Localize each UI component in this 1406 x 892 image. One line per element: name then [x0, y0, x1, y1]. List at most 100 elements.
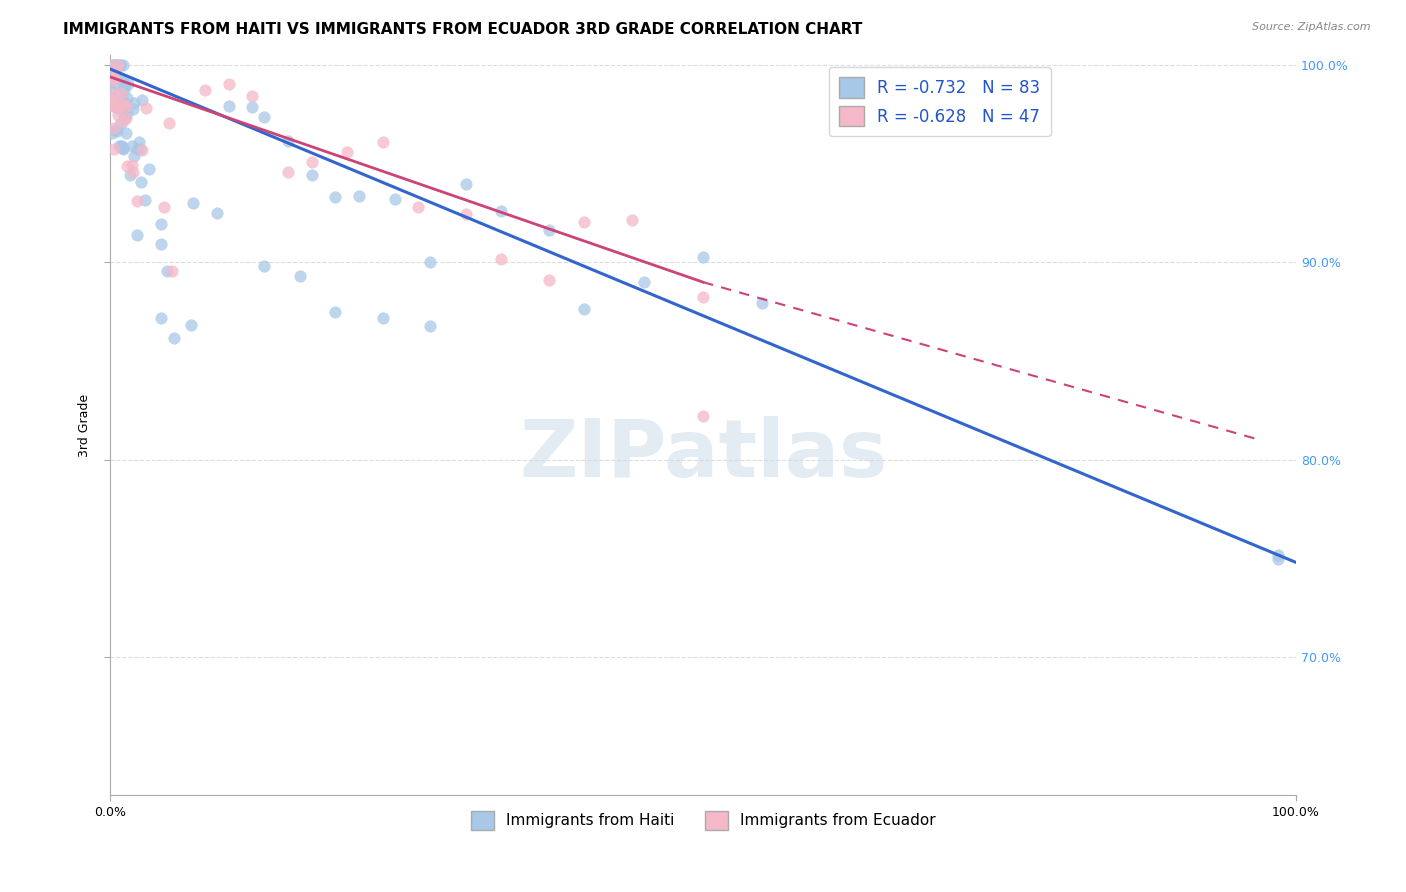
Point — [149, 237, 172, 252]
Point — [537, 223, 560, 237]
Point — [111, 58, 134, 72]
Point — [111, 141, 134, 155]
Point — [101, 58, 124, 72]
Point — [277, 135, 299, 149]
Legend: Immigrants from Haiti, Immigrants from Ecuador: Immigrants from Haiti, Immigrants from E… — [464, 805, 942, 836]
Point — [537, 273, 560, 287]
Point — [103, 72, 125, 87]
Point — [240, 100, 263, 114]
Point — [111, 139, 134, 153]
Point — [194, 83, 217, 97]
Point — [1267, 548, 1289, 562]
Point — [620, 212, 643, 227]
Point — [107, 108, 129, 122]
Text: Source: ZipAtlas.com: Source: ZipAtlas.com — [1253, 22, 1371, 32]
Point — [218, 99, 240, 113]
Point — [105, 101, 128, 115]
Point — [371, 310, 394, 325]
Point — [127, 194, 149, 208]
Point — [100, 126, 122, 140]
Point — [491, 203, 513, 218]
Point — [107, 78, 129, 93]
Point — [277, 165, 299, 179]
Point — [103, 142, 125, 156]
Point — [288, 269, 311, 284]
Point — [112, 108, 135, 122]
Point — [114, 110, 136, 124]
Point — [122, 164, 145, 178]
Point — [692, 289, 714, 303]
Point — [162, 264, 184, 278]
Point — [371, 135, 394, 149]
Text: ZIPatlas: ZIPatlas — [519, 416, 887, 494]
Point — [115, 98, 138, 112]
Point — [112, 80, 135, 95]
Point — [124, 149, 146, 163]
Point — [103, 58, 125, 72]
Point — [301, 154, 323, 169]
Point — [100, 84, 122, 98]
Point — [105, 62, 128, 77]
Point — [110, 58, 132, 72]
Point — [121, 158, 143, 172]
Point — [325, 189, 347, 203]
Point — [111, 114, 134, 128]
Point — [131, 143, 153, 157]
Point — [129, 175, 152, 189]
Point — [105, 58, 128, 72]
Point — [101, 87, 124, 101]
Point — [205, 206, 228, 220]
Point — [108, 117, 131, 131]
Point — [100, 59, 122, 73]
Point — [114, 126, 136, 140]
Point — [105, 95, 128, 109]
Point — [117, 77, 139, 91]
Point — [111, 93, 134, 107]
Point — [253, 110, 276, 124]
Point — [134, 193, 156, 207]
Point — [751, 296, 773, 310]
Y-axis label: 3rd Grade: 3rd Grade — [79, 393, 91, 457]
Point — [240, 88, 263, 103]
Point — [100, 92, 122, 106]
Point — [108, 139, 131, 153]
Point — [111, 72, 134, 87]
Point — [633, 275, 655, 289]
Point — [135, 101, 157, 115]
Point — [454, 207, 477, 221]
Point — [336, 145, 359, 159]
Point — [253, 260, 276, 274]
Point — [101, 96, 124, 111]
Point — [115, 111, 138, 125]
Point — [114, 78, 136, 92]
Point — [115, 106, 138, 120]
Point — [108, 71, 131, 86]
Point — [127, 228, 149, 243]
Point — [110, 139, 132, 153]
Point — [138, 162, 160, 177]
Point — [347, 188, 370, 202]
Point — [152, 200, 174, 214]
Point — [574, 215, 596, 229]
Point — [180, 318, 202, 333]
Point — [110, 86, 132, 100]
Text: IMMIGRANTS FROM HAITI VS IMMIGRANTS FROM ECUADOR 3RD GRADE CORRELATION CHART: IMMIGRANTS FROM HAITI VS IMMIGRANTS FROM… — [63, 22, 863, 37]
Point — [128, 142, 150, 156]
Point — [181, 196, 204, 211]
Point — [100, 58, 122, 72]
Point — [150, 217, 173, 231]
Point — [110, 94, 132, 108]
Point — [103, 70, 125, 84]
Point — [408, 200, 430, 214]
Point — [156, 263, 179, 277]
Point — [128, 135, 150, 149]
Point — [301, 169, 323, 183]
Point — [121, 138, 143, 153]
Point — [692, 409, 714, 424]
Point — [122, 102, 145, 116]
Point — [218, 77, 240, 91]
Point — [384, 192, 406, 206]
Point — [112, 140, 135, 154]
Point — [157, 115, 180, 129]
Point — [419, 254, 441, 268]
